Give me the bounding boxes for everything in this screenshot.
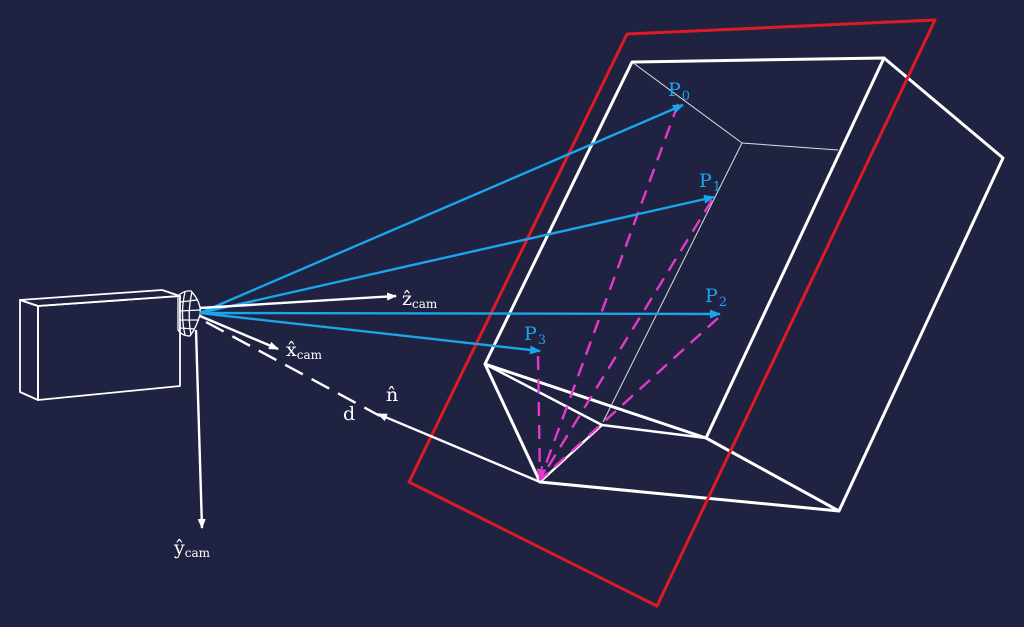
vector-p1 bbox=[199, 194, 715, 315]
camera-body-side bbox=[19, 299, 39, 401]
box-inner-edges bbox=[602, 61, 839, 423]
camera-body-front bbox=[37, 295, 181, 401]
box-lower-ridge bbox=[601, 423, 707, 440]
normal-dashed-segment bbox=[205, 320, 381, 418]
camera-axes bbox=[194, 292, 397, 529]
label-p2: P2 bbox=[705, 285, 727, 310]
label-d: d bbox=[343, 403, 355, 425]
normal-arrow bbox=[377, 412, 541, 484]
label-p3: P3 bbox=[524, 323, 546, 348]
lens-outline bbox=[177, 290, 201, 337]
label-z-cam: ẑcam bbox=[402, 288, 438, 311]
z-cam-axis bbox=[199, 292, 397, 310]
box bbox=[483, 56, 1005, 513]
label-p0: P0 bbox=[668, 79, 690, 104]
box-top-rim bbox=[483, 56, 886, 440]
camera-lens bbox=[177, 290, 201, 337]
camera bbox=[19, 289, 181, 401]
dashed-vectors bbox=[536, 103, 719, 481]
camera-body-top bbox=[19, 289, 181, 307]
dashed-vector-p0 bbox=[538, 103, 680, 481]
label-y-cam: ŷcam bbox=[173, 537, 211, 560]
vector-p2 bbox=[199, 309, 721, 319]
x-cam-axis bbox=[199, 314, 279, 351]
plane bbox=[407, 18, 937, 608]
vector-p3 bbox=[199, 311, 541, 355]
y-cam-axis bbox=[194, 329, 206, 529]
label-x-cam: x̂cam bbox=[286, 339, 323, 362]
box-lower-fold bbox=[484, 362, 603, 427]
label-p1: P1 bbox=[699, 170, 721, 195]
dashed-arrowhead bbox=[536, 465, 547, 481]
box-right-wall bbox=[705, 56, 1005, 513]
dashed-vector-p2 bbox=[539, 317, 719, 481]
label-n-hat: n̂ bbox=[386, 384, 398, 406]
point-vectors bbox=[199, 103, 721, 355]
dashed-vector-p1 bbox=[538, 199, 714, 481]
vector-p0 bbox=[199, 103, 684, 315]
dashed-vector-p3 bbox=[536, 355, 542, 481]
